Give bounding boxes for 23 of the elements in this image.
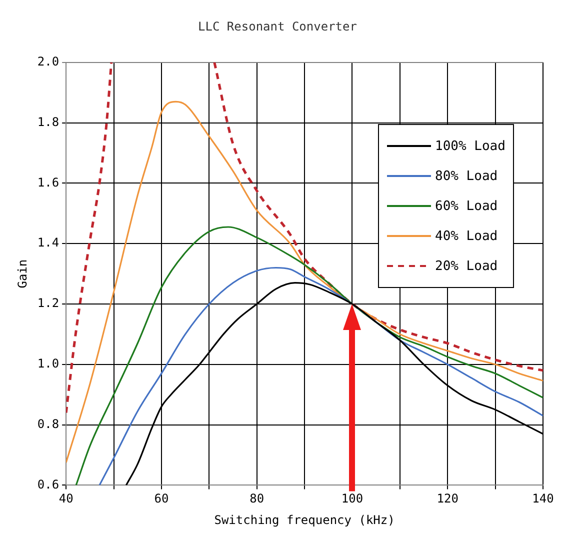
y-tick-label: 1.6: [37, 175, 60, 190]
x-tick-label: 120: [436, 492, 458, 506]
y-tick-label: 2.0: [37, 54, 60, 69]
legend-label: 40% Load: [435, 228, 498, 244]
line-series: [75, 226, 543, 486]
y-tick-label: 1.4: [37, 236, 60, 250]
chart-title: LLC Resonant Converter: [198, 19, 357, 34]
legend-label: 100% Load: [435, 138, 506, 154]
y-tick-label: 0.6: [37, 477, 60, 492]
y-axis-title: Gain: [15, 259, 30, 288]
x-tick-label: 100: [341, 492, 364, 506]
y-tick-label: 1.2: [37, 296, 60, 310]
y-tick-label: 1.0: [37, 356, 60, 371]
x-tick-label: 140: [532, 492, 554, 506]
y-tick-label: 1.8: [37, 114, 60, 129]
x-tick-label: 80: [250, 492, 264, 506]
x-tick-label: 60: [154, 492, 169, 506]
legend-label: 20% Load: [435, 258, 498, 274]
x-axis-title: Switching frequency (kHz): [214, 512, 395, 527]
y-tick-label: 0.8: [37, 416, 60, 431]
legend-label: 60% Load: [435, 198, 498, 214]
legend-label: 80% Load: [435, 168, 498, 184]
x-tick-label: 40: [58, 492, 74, 506]
